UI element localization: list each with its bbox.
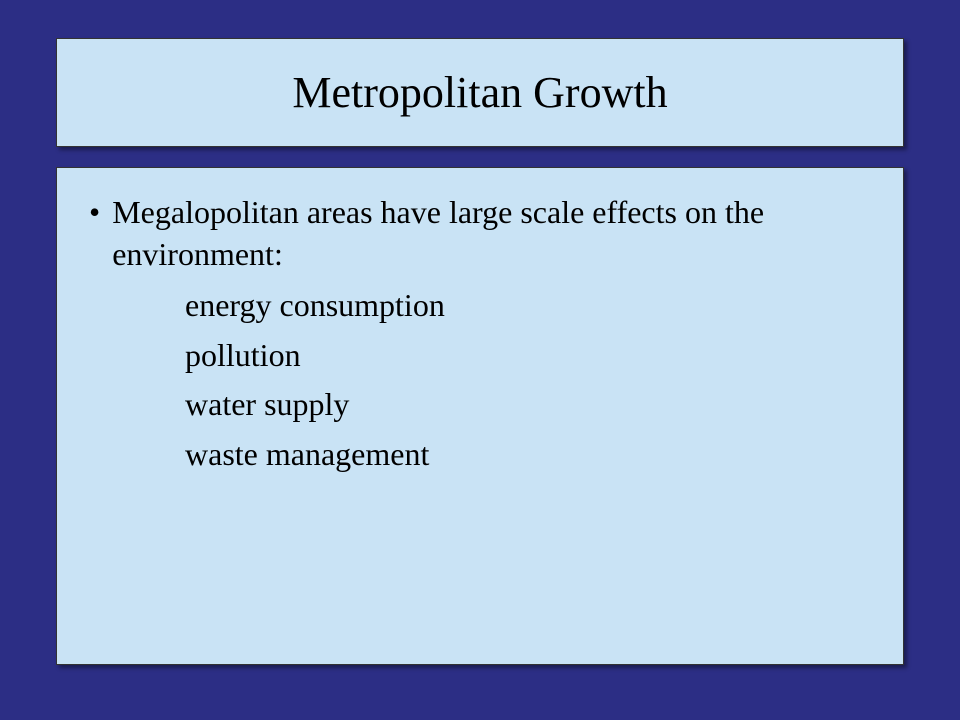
main-bullet-text: Megalopolitan areas have large scale eff…: [112, 192, 871, 275]
slide-content-box: • Megalopolitan areas have large scale e…: [56, 167, 904, 665]
main-bullet-row: • Megalopolitan areas have large scale e…: [89, 192, 871, 275]
sub-item: energy consumption: [89, 281, 871, 331]
bullet-dot-icon: •: [89, 192, 100, 234]
sub-item: water supply: [89, 380, 871, 430]
slide-title-box: Metropolitan Growth: [56, 38, 904, 147]
sub-item: waste management: [89, 430, 871, 480]
sub-item: pollution: [89, 331, 871, 381]
slide-title: Metropolitan Growth: [77, 67, 883, 118]
